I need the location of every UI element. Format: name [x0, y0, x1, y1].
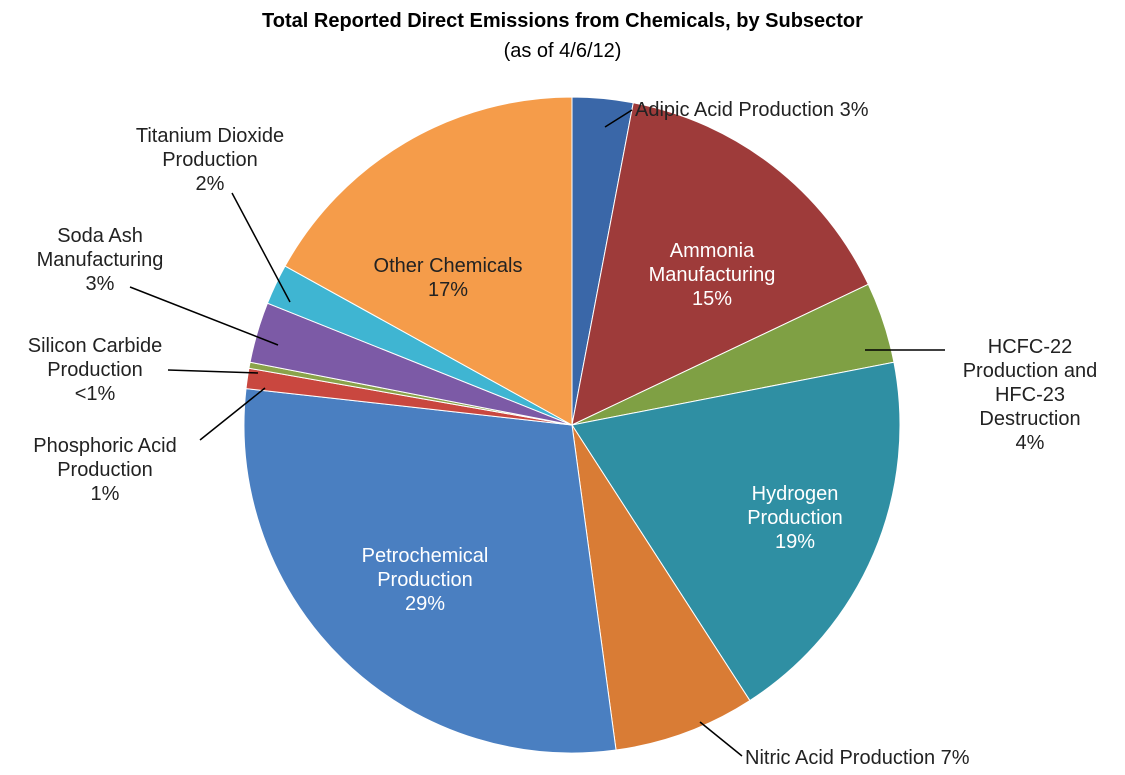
category-name: Hydrogen Production: [747, 483, 843, 529]
category-name: Soda Ash Manufacturing: [36, 225, 164, 271]
value-label: 2%: [195, 173, 225, 195]
value-label: 3%: [839, 99, 869, 121]
slice-label: Petrochemical Production 29%: [335, 544, 515, 616]
slice-label: Nitric Acid Production 7%: [745, 746, 970, 770]
value-label: 3%: [85, 273, 115, 295]
slice-label: Ammonia Manufacturing 15%: [632, 239, 792, 311]
value-label: <1%: [74, 383, 116, 405]
category-name: HCFC-22 Production and HFC-23 Destructio…: [962, 336, 1098, 430]
slice-label: Soda Ash Manufacturing 3%: [15, 224, 185, 296]
slice-label: Phosphoric Acid Production 1%: [5, 434, 205, 506]
category-name: Nitric Acid Production: [745, 747, 936, 769]
pie-slice: [571, 102, 869, 426]
slice-label: Adipic Acid Production 3%: [635, 98, 868, 122]
category-name: Titanium Dioxide Production: [135, 125, 285, 171]
slice-label: Other Chemicals 17%: [338, 254, 558, 302]
pie-slice: [571, 424, 751, 751]
chart-subtitle: (as of 4/6/12): [503, 40, 622, 62]
value-label: 4%: [1015, 432, 1045, 454]
leader-line: [699, 721, 743, 757]
slice-label: Silicon Carbide Production <1%: [0, 334, 190, 406]
category-name: Phosphoric Acid Production: [33, 435, 177, 481]
category-name: Adipic Acid Production: [635, 99, 835, 121]
value-label: 17%: [427, 279, 469, 301]
pie-slice: [571, 361, 901, 702]
chart-title: Total Reported Direct Emissions from Che…: [262, 10, 863, 32]
category-name: Other Chemicals: [373, 255, 523, 277]
slice-label: Titanium Dioxide Production 2%: [110, 124, 310, 196]
category-name: Ammonia Manufacturing: [648, 240, 776, 286]
leader-line: [167, 369, 259, 374]
slice-label: Hydrogen Production 19%: [725, 482, 865, 554]
category-name: Silicon Carbide Production: [27, 335, 163, 381]
value-label: 19%: [774, 531, 816, 553]
slice-label: HCFC-22 Production and HFC-23 Destructio…: [943, 335, 1118, 455]
leader-line: [199, 387, 266, 441]
category-name: Petrochemical Production: [361, 545, 489, 591]
pie-slice: [284, 96, 573, 426]
leader-line: [604, 109, 633, 128]
leader-line: [129, 286, 279, 346]
pie-slice: [243, 388, 617, 754]
leader-line: [231, 192, 291, 303]
value-label: 15%: [691, 288, 733, 310]
value-label: 7%: [940, 747, 970, 769]
value-label: 1%: [90, 483, 120, 505]
value-label: 29%: [404, 593, 446, 615]
